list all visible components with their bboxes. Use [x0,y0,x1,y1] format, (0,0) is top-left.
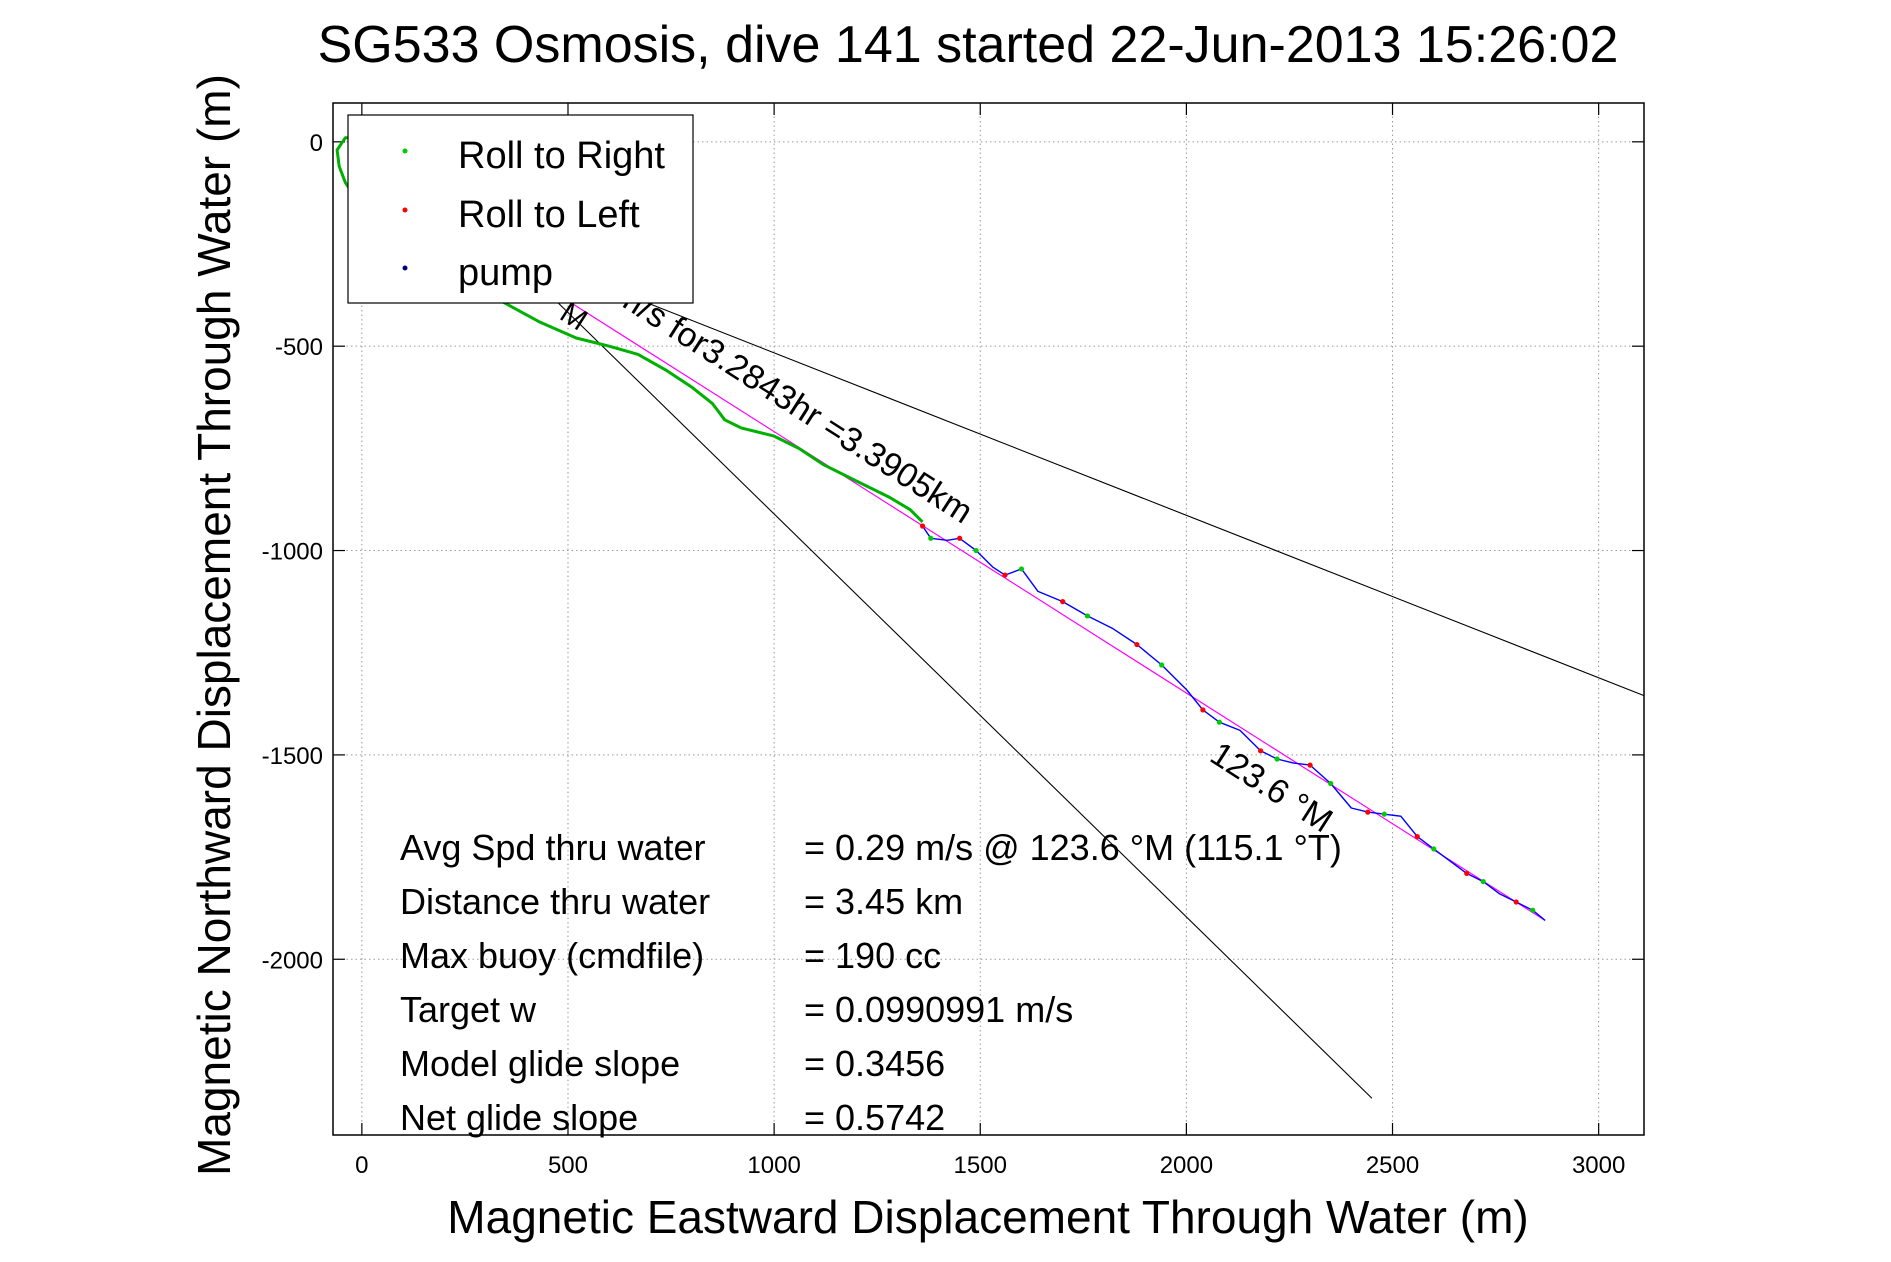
roll-left-marker [919,523,926,529]
legend-label-pump: pump [458,252,553,294]
y-axis-label: Magnetic Northward Displacement Through … [188,74,240,1176]
roll-left-marker [1060,599,1066,605]
roll-left-marker [1414,834,1420,840]
chart-title: SG533 Osmosis, dive 141 started 22-Jun-2… [318,16,1619,74]
legend-label-roll-right: Roll to Right [458,135,665,177]
stat-value: = 0.5742 [804,1097,945,1138]
stat-value: = 0.0990991 m/s [804,989,1073,1030]
roll-right-marker [1530,907,1536,913]
reference-lines [497,243,1645,1099]
x-tick-label: 0 [355,1152,368,1179]
x-tick-label: 1000 [747,1152,800,1179]
y-axis-ticks: 0 -500 -1000 -1500 -2000 [262,130,1644,974]
x-axis-label: Magnetic Eastward Displacement Through W… [447,1191,1528,1243]
legend-label-roll-left: Roll to Left [458,194,640,236]
data-markers [919,523,1536,913]
roll-right-marker [973,547,979,554]
stat-label: Target w [400,989,537,1030]
reference-line [497,243,1645,697]
roll-right-marker [1381,811,1387,817]
stat-value: = 190 cc [804,935,941,976]
x-tick-label: 3000 [1572,1152,1625,1179]
roll-right-marker [1216,719,1222,725]
x-tick-label: 2500 [1366,1152,1419,1179]
x-tick-label: 500 [548,1152,588,1179]
x-tick-label: 1500 [954,1152,1007,1179]
stat-value: = 3.45 km [804,881,963,922]
roll-left-marker [1307,762,1313,768]
roll-right-marker [1328,780,1334,787]
roll-left-marker [1513,899,1519,905]
stats-block: Avg Spd thru water = 0.29 m/s @ 123.6 °M… [400,827,1342,1138]
x-tick-label: 2000 [1160,1152,1213,1179]
stat-label: Avg Spd thru water [400,827,706,868]
stat-label: Max buoy (cmdfile) [400,935,704,976]
stat-label: Distance thru water [400,881,710,922]
y-tick-label: -500 [275,334,323,361]
roll-right-marker [1018,566,1025,572]
y-tick-label: -1000 [262,539,323,566]
roll-left-marker [1365,809,1371,815]
stat-value: = 0.3456 [804,1043,945,1084]
legend-marker-pump [402,265,408,271]
roll-right-track-line [335,136,924,523]
roll-right-marker [1159,662,1165,668]
roll-right-marker [928,535,934,541]
roll-left-marker [1464,870,1470,877]
roll-left-marker [1257,748,1264,754]
target-heading-line [555,292,1546,921]
roll-right-marker [1431,846,1437,852]
reference-line [497,243,1373,1099]
roll-right-marker [1480,878,1486,885]
roll-left-marker [1134,641,1140,648]
roll-left-marker [1200,707,1206,713]
legend-marker-roll-right [402,148,408,154]
y-tick-label: -1500 [262,743,323,770]
y-tick-label: -2000 [262,947,323,974]
axes-box [332,102,1645,1136]
roll-right-marker [1274,756,1280,762]
stat-label: Model glide slope [400,1043,680,1084]
stat-label: Net glide slope [400,1097,638,1138]
roll-left-marker [1002,572,1008,578]
stat-value: = 0.29 m/s @ 123.6 °M (115.1 °T) [804,827,1342,868]
y-tick-label: 0 [310,130,323,157]
plot-area: 0 500 1000 1500 2000 2500 3000 0 -500 -1000 -1500… [262,102,1645,1179]
roll-left-marker [957,535,963,541]
legend-marker-roll-left [402,207,408,213]
roll-right-marker [1084,613,1091,619]
legend: Roll to Right Roll to Left pump [347,114,694,304]
x-axis-ticks: 0 500 1000 1500 2000 2500 3000 [355,103,1625,1179]
